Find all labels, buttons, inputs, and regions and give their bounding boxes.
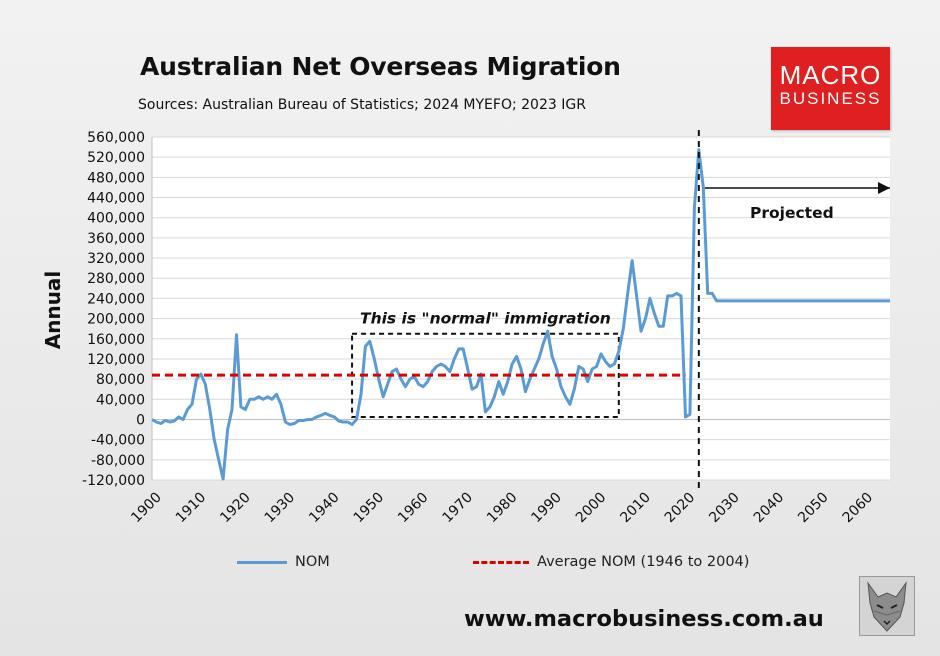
projection-arrow-head <box>878 182 890 194</box>
legend-swatch-average <box>473 560 529 564</box>
legend-label-nom: NOM <box>295 554 330 570</box>
y-tick-label: -40,000 <box>91 433 145 449</box>
x-tick-label: 1910 <box>173 490 210 527</box>
legend-item-average: Average NOM (1946 to 2004) <box>473 554 749 570</box>
x-tick-label: 2020 <box>662 490 699 527</box>
x-tick-label: 2000 <box>573 490 610 527</box>
y-tick-label: 160,000 <box>87 332 145 348</box>
annotation-projected: Projected <box>750 204 834 222</box>
series-nom-line <box>151 148 890 481</box>
logo-line-1: MACRO <box>779 60 882 90</box>
y-tick-label: 520,000 <box>87 150 145 166</box>
y-tick-label: 480,000 <box>87 170 145 186</box>
gridlines <box>151 136 890 481</box>
chart-subtitle: Sources: Australian Bureau of Statistics… <box>138 97 586 113</box>
x-tick-label: 1980 <box>484 490 521 527</box>
x-axis-tick-labels: 1900 1910 1920 1930 1940 1950 1960 1970 1980 1990… <box>128 490 876 527</box>
x-tick-label: 2060 <box>840 490 877 527</box>
x-tick-label: 2050 <box>795 490 832 527</box>
website-url[interactable]: www.macrobusiness.com.au <box>464 606 824 632</box>
x-tick-label: 1920 <box>217 490 254 527</box>
y-tick-label: 360,000 <box>87 231 145 247</box>
y-tick-label: 400,000 <box>87 211 145 227</box>
y-axis-tick-labels: -120,000 -80,000 -40,000 0 40,000 80,000 120,0… <box>82 130 145 489</box>
y-axis-label: Annual <box>41 271 65 350</box>
legend-item-nom: NOM <box>237 554 330 570</box>
x-tick-label: 1950 <box>351 490 388 527</box>
plot-area <box>152 137 890 480</box>
chart-title: Australian Net Overseas Migration <box>140 52 621 81</box>
y-tick-label: 280,000 <box>87 271 145 287</box>
macrobusiness-logo: MACRO BUSINESS <box>771 47 890 130</box>
chart-legend: NOM Average NOM (1946 to 2004) <box>0 552 940 578</box>
y-tick-label: 320,000 <box>87 251 145 267</box>
wolf-logo-icon <box>859 576 915 636</box>
annotation-normal-immigration: This is "normal" immigration <box>360 310 611 328</box>
x-tick-label: 1900 <box>128 490 165 527</box>
x-tick-label: 1970 <box>440 490 477 527</box>
y-tick-label: 440,000 <box>87 191 145 207</box>
y-tick-label: 0 <box>136 412 145 428</box>
x-tick-label: 1940 <box>306 490 343 527</box>
x-tick-label: 2030 <box>706 490 743 527</box>
x-tick-label: 2040 <box>751 490 788 527</box>
y-tick-label: 240,000 <box>87 291 145 307</box>
x-tick-label: 1960 <box>395 490 432 527</box>
y-tick-label: -120,000 <box>82 473 145 489</box>
x-tick-label: 1990 <box>528 490 565 527</box>
x-tick-label: 2010 <box>617 490 654 527</box>
series-layer <box>151 148 890 481</box>
y-tick-label: 40,000 <box>96 392 145 408</box>
y-tick-label: 80,000 <box>96 372 145 388</box>
y-tick-label: 200,000 <box>87 312 145 328</box>
y-tick-label: -80,000 <box>91 453 145 469</box>
projection-marker: Projected <box>697 130 890 488</box>
x-tick-label: 1930 <box>262 490 299 527</box>
y-tick-label: 560,000 <box>87 130 145 146</box>
legend-label-average: Average NOM (1946 to 2004) <box>537 554 750 570</box>
y-tick-label: 120,000 <box>87 352 145 368</box>
logo-line-2: BUSINESS <box>779 89 882 108</box>
legend-swatch-nom <box>237 560 287 564</box>
migration-line-chart: -120,000 -80,000 -40,000 0 40,000 80,000 120,0… <box>41 130 890 527</box>
